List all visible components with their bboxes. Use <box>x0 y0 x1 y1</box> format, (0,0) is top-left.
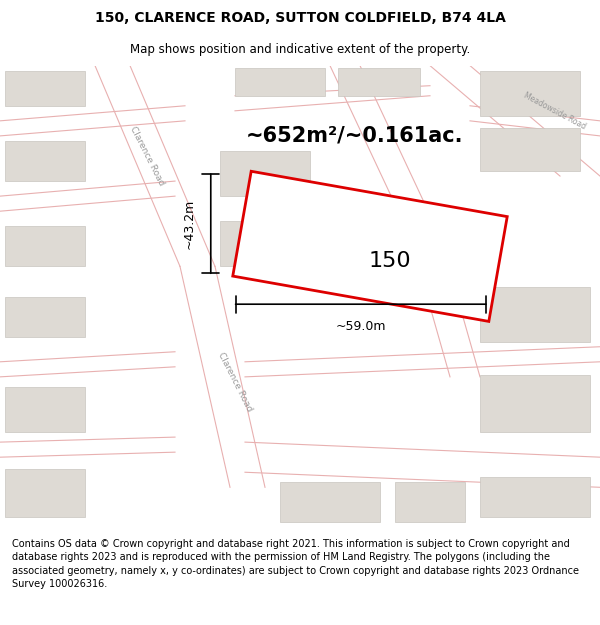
Polygon shape <box>233 171 507 321</box>
Text: Clarence Road: Clarence Road <box>128 125 166 187</box>
Text: Clarence Road: Clarence Road <box>216 351 254 413</box>
Polygon shape <box>430 66 600 176</box>
Polygon shape <box>220 151 310 196</box>
Polygon shape <box>338 68 420 96</box>
Text: Meadowside Road: Meadowside Road <box>523 91 587 131</box>
Polygon shape <box>180 266 265 488</box>
Polygon shape <box>245 347 600 377</box>
Polygon shape <box>480 375 590 432</box>
Text: Map shows position and indicative extent of the property.: Map shows position and indicative extent… <box>130 42 470 56</box>
Polygon shape <box>5 141 85 181</box>
Text: 150, CLARENCE ROAD, SUTTON COLDFIELD, B74 4LA: 150, CLARENCE ROAD, SUTTON COLDFIELD, B7… <box>95 11 505 26</box>
Polygon shape <box>5 387 85 432</box>
Polygon shape <box>5 469 85 518</box>
Polygon shape <box>0 437 175 457</box>
Polygon shape <box>0 352 175 377</box>
Polygon shape <box>5 226 85 266</box>
Polygon shape <box>5 71 85 106</box>
Polygon shape <box>480 71 580 116</box>
Polygon shape <box>0 106 185 136</box>
Polygon shape <box>480 286 590 342</box>
Polygon shape <box>235 68 325 96</box>
Polygon shape <box>245 442 600 472</box>
Text: ~652m²/~0.161ac.: ~652m²/~0.161ac. <box>246 126 464 146</box>
Polygon shape <box>220 221 310 266</box>
Polygon shape <box>95 66 215 266</box>
Text: 150: 150 <box>368 251 412 271</box>
Text: ~43.2m: ~43.2m <box>182 199 195 249</box>
Polygon shape <box>395 482 465 522</box>
Polygon shape <box>480 128 580 171</box>
Text: ~59.0m: ~59.0m <box>335 320 386 332</box>
Polygon shape <box>480 478 590 518</box>
Polygon shape <box>280 482 380 522</box>
Polygon shape <box>5 296 85 337</box>
Polygon shape <box>0 181 175 211</box>
Text: Contains OS data © Crown copyright and database right 2021. This information is : Contains OS data © Crown copyright and d… <box>12 539 579 589</box>
